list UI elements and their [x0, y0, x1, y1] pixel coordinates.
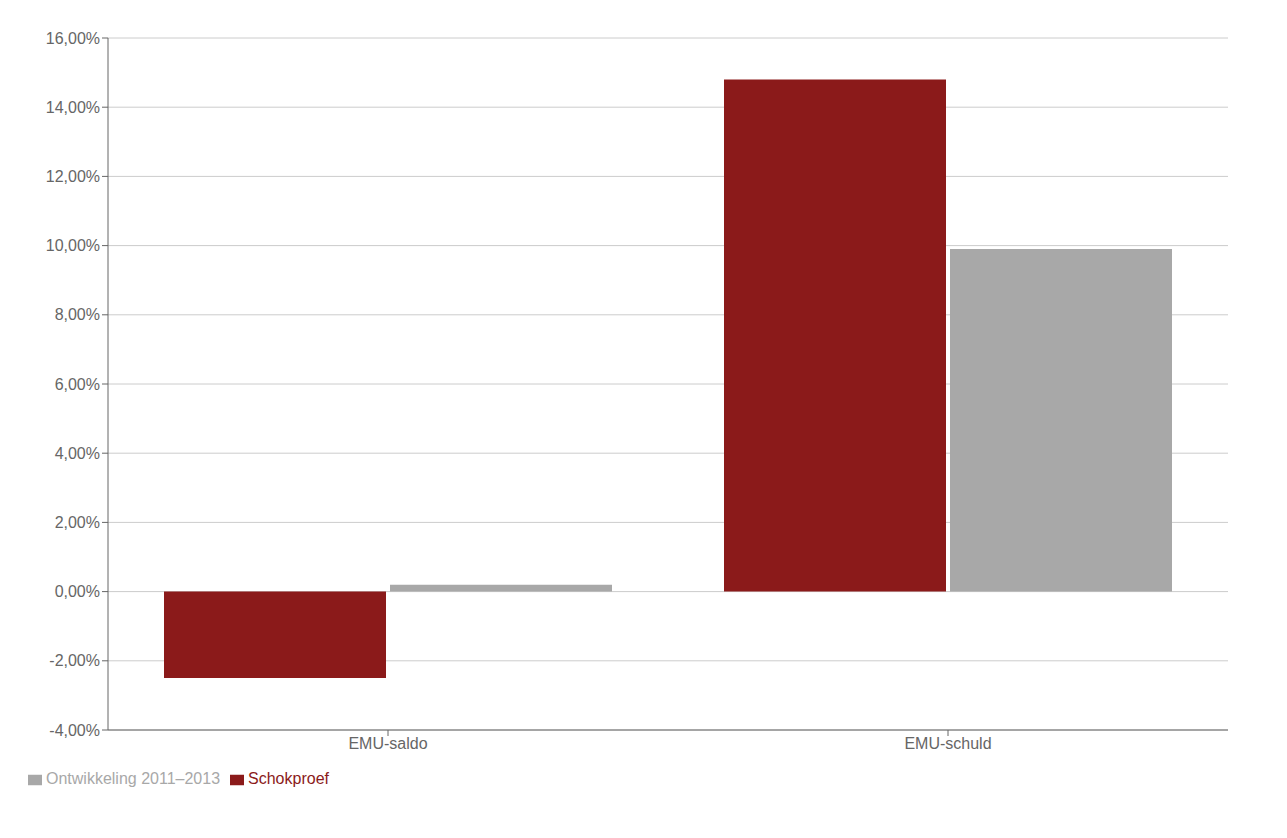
svg-text:8,00%: 8,00%: [55, 306, 100, 323]
svg-text:EMU-saldo: EMU-saldo: [348, 735, 427, 752]
svg-text:6,00%: 6,00%: [55, 376, 100, 393]
svg-text:-2,00%: -2,00%: [49, 652, 100, 669]
svg-text:EMU-schuld: EMU-schuld: [904, 735, 991, 752]
html-text:Ontwikkeling 2011–2013: Ontwikkeling 2011–2013: [46, 770, 220, 787]
svg-text:16,00%: 16,00%: [46, 30, 100, 47]
svg-text:12,00%: 12,00%: [46, 168, 100, 185]
svg-text:14,00%: 14,00%: [46, 99, 100, 116]
svg-text:-4,00%: -4,00%: [49, 722, 100, 739]
html-text:Schokproef: Schokproef: [248, 770, 329, 787]
svg-text:0,00%: 0,00%: [55, 583, 100, 600]
svg-text:2,00%: 2,00%: [55, 514, 100, 531]
svg-text:4,00%: 4,00%: [55, 445, 100, 462]
svg-text:10,00%: 10,00%: [46, 237, 100, 254]
